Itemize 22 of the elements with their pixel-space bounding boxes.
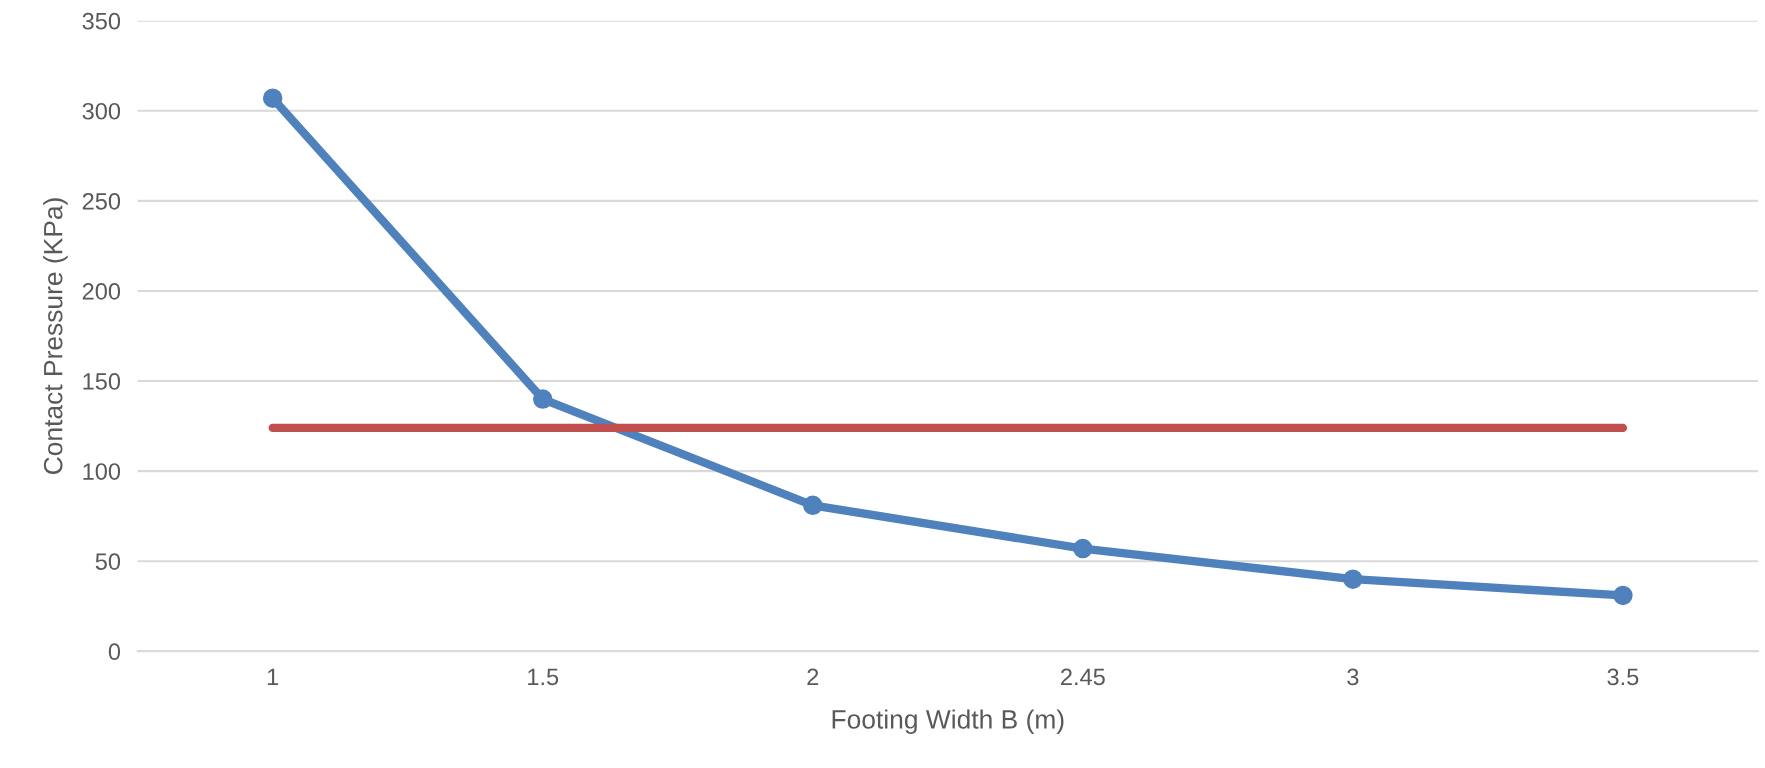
y-tick-label: 50 [95,553,121,570]
y-tick-label: 150 [83,373,121,390]
x-axis-title: Footing Width B (m) [832,709,1064,734]
x-tick-label: 1 [267,668,279,686]
point [262,88,283,108]
y-tick-label: 250 [82,192,121,210]
x-tick-label: 2.45 [1061,668,1105,686]
point [1073,538,1093,559]
x-tick-label: 3 [1347,668,1359,686]
y-tick-label: 200 [82,283,121,300]
point [803,495,823,516]
x-tick-label: 3.5 [1607,668,1639,686]
y-tick-label: 300 [82,102,121,120]
point [1343,569,1363,589]
point [1613,585,1633,606]
x-tick-label: 2 [807,668,819,686]
y-axis-title: Contact Pressure (KPa) [43,198,68,474]
point [533,389,553,409]
y-tick-label: 100 [83,463,121,480]
y-tick-label: 0 [108,643,121,661]
y-tick-label: 350 [82,12,121,30]
x-tick-label: 1.5 [528,668,559,686]
